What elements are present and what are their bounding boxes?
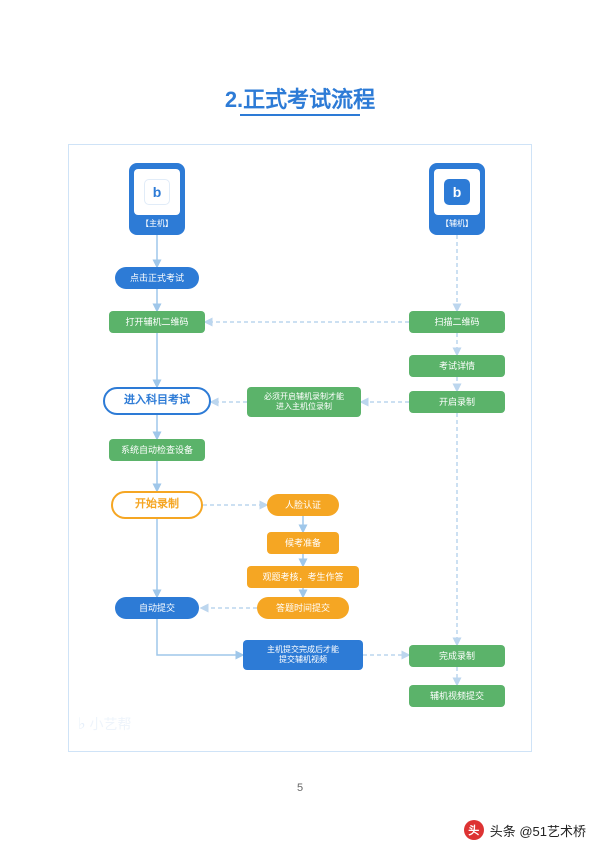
node-auto-submit: 自动提交	[115, 597, 199, 619]
node-system-check: 系统自动检查设备	[109, 439, 205, 461]
page-number: 5	[0, 782, 600, 794]
page-title: 2.正式考试流程	[0, 82, 600, 114]
footer-attribution: 头 头条 @51艺术桥	[464, 820, 586, 840]
footer-text: 头条 @51艺术桥	[490, 821, 586, 840]
node-face-auth: 人脸认证	[267, 494, 339, 516]
node-after-main-submit: 主机提交完成后才能 提交辅机视频	[243, 640, 363, 670]
watermark-icon: ♭	[78, 714, 86, 734]
app-icon-aux: b	[444, 179, 470, 205]
phone-main-label: 【主机】	[141, 218, 173, 229]
node-exam-detail: 考试详情	[409, 355, 505, 377]
node-waiting-prep: 候考准备	[267, 532, 339, 554]
node-start-record: 开始录制	[111, 491, 203, 519]
phone-aux-device: b 【辅机】	[429, 163, 485, 235]
diagram-frame: b 【主机】 b 【辅机】 点击正式考试 打开辅机二维码 进入科目考试 系统自动…	[68, 144, 532, 752]
node-enter-subject: 进入科目考试	[103, 387, 211, 415]
title-underline	[240, 114, 360, 116]
watermark-text: 小艺帮	[90, 714, 132, 734]
node-time-submit: 答题时间提交	[257, 597, 349, 619]
node-answer: 观题考核，考生作答	[247, 566, 359, 588]
node-must-aux-record: 必须开启辅机录制才能 进入主机位录制	[247, 387, 361, 417]
node-aux-start-record: 开启录制	[409, 391, 505, 413]
app-icon-glyph: b	[153, 184, 162, 200]
phone-aux-label: 【辅机】	[441, 218, 473, 229]
footer-icon: 头	[464, 820, 484, 840]
node-open-qrcode: 打开辅机二维码	[109, 311, 205, 333]
app-icon-glyph: b	[453, 184, 462, 200]
watermark: ♭ 小艺帮	[78, 714, 132, 734]
node-scan-qrcode: 扫描二维码	[409, 311, 505, 333]
app-icon-main: b	[144, 179, 170, 205]
node-start-exam: 点击正式考试	[115, 267, 199, 289]
phone-main-device: b 【主机】	[129, 163, 185, 235]
node-finish-record: 完成录制	[409, 645, 505, 667]
node-aux-video-submit: 辅机视频提交	[409, 685, 505, 707]
